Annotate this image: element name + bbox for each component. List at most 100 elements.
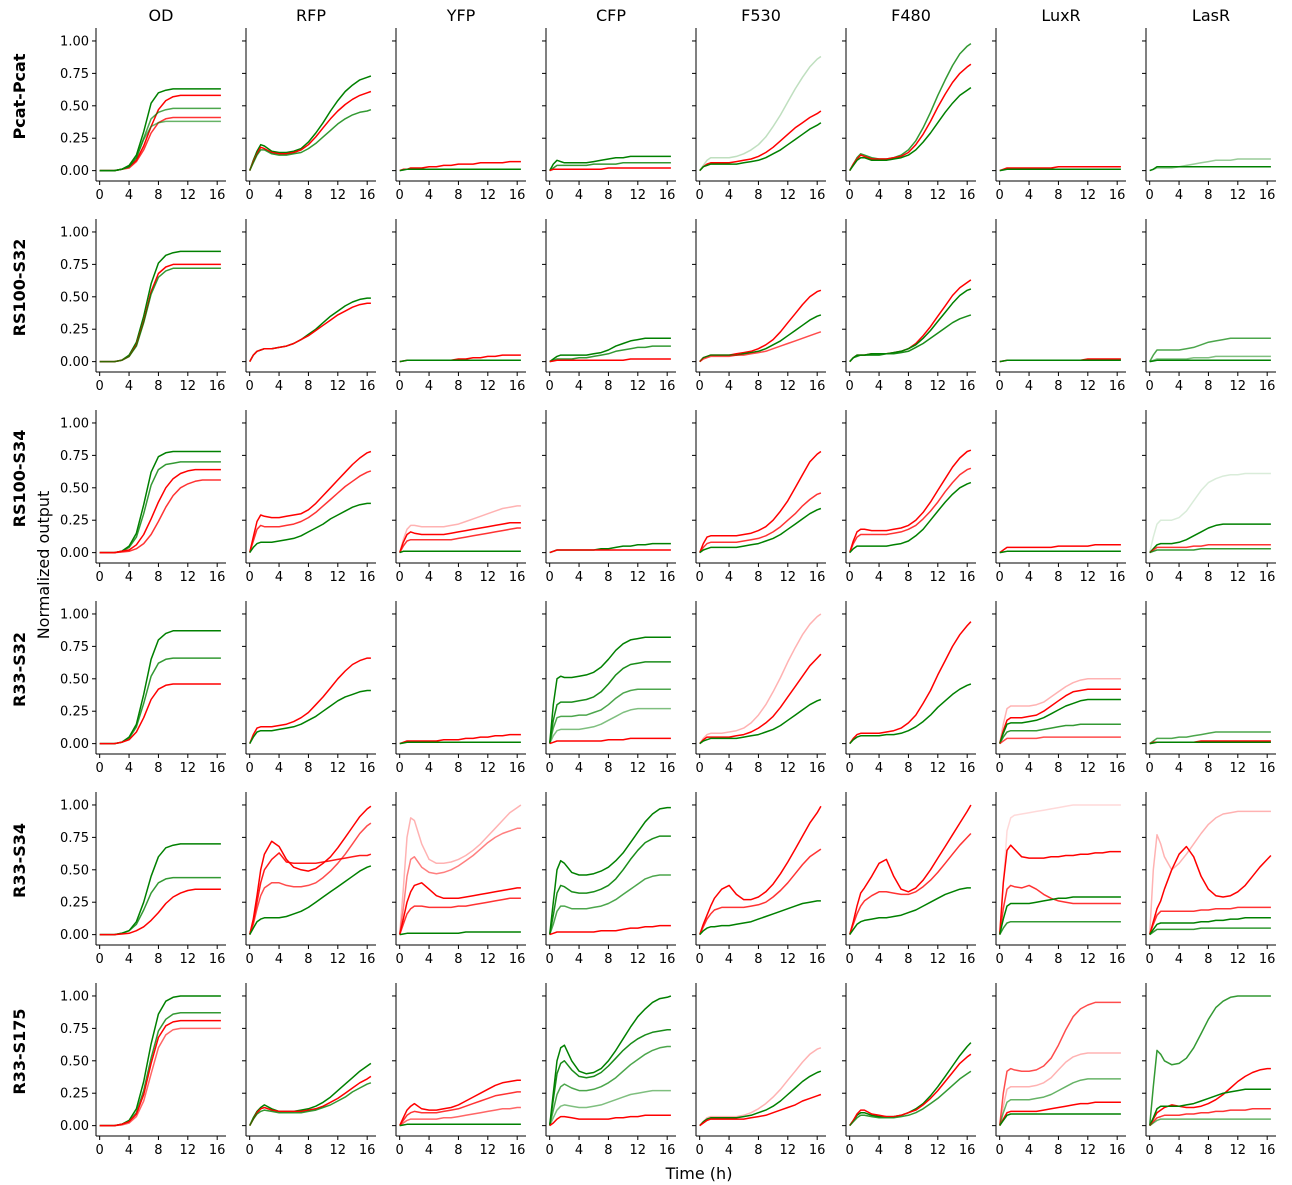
x-tick-label: 8 <box>454 570 462 585</box>
series-line-red-4 <box>999 736 1121 745</box>
x-tick-label: 0 <box>96 952 104 967</box>
panel-r33-s175-cfp: 0 4 8 12 16 <box>542 983 676 1158</box>
series-line-green-1 <box>849 683 972 745</box>
series-line-green-4 <box>399 931 521 936</box>
x-tick-label: 4 <box>875 761 883 776</box>
series-line-red-2 <box>398 882 521 935</box>
x-tick-label: 4 <box>425 570 433 585</box>
y-axis-title: Normalized output <box>34 491 53 640</box>
x-tick-label: 12 <box>480 570 497 585</box>
x-tick-label: 16 <box>509 952 526 967</box>
panel-r33-s32-yfp: 0 4 8 12 16 <box>392 601 526 776</box>
series-line-red-1 <box>398 522 521 553</box>
y-tick-label: 1.00 <box>60 607 89 622</box>
series-line-red-2 <box>1149 544 1271 554</box>
x-tick-label: 4 <box>125 1143 133 1158</box>
series-line-green-1 <box>99 461 221 554</box>
series-line-green-0 <box>1149 337 1271 362</box>
x-tick-label: 4 <box>575 761 583 776</box>
x-tick-label: 4 <box>1025 188 1033 203</box>
series-line-red-1 <box>849 1053 972 1127</box>
x-tick-label: 4 <box>1025 952 1033 967</box>
x-tick-label: 12 <box>630 188 647 203</box>
x-tick-label: 4 <box>1175 1143 1183 1158</box>
x-tick-label: 0 <box>696 379 704 394</box>
series-line-green-2 <box>849 481 972 554</box>
series-line-red-3 <box>999 1101 1121 1126</box>
series-line-red-1 <box>849 467 972 553</box>
series-line-red-0 <box>699 1047 822 1127</box>
x-tick-label: 4 <box>275 379 283 394</box>
panel-rs100-s32-luxr: 0 4 8 12 16 <box>992 219 1126 394</box>
row-title-r33-s34: R33-S34 <box>10 823 29 898</box>
x-tick-label: 0 <box>96 570 104 585</box>
series-line-green-0 <box>1149 731 1271 745</box>
series-line-green-1 <box>99 876 221 936</box>
x-tick-label: 8 <box>604 1143 612 1158</box>
x-tick-label: 8 <box>604 570 612 585</box>
series-line-red-0 <box>399 733 521 745</box>
x-tick-label: 8 <box>754 952 762 967</box>
x-tick-label: 0 <box>996 1143 1004 1158</box>
series-line-red-0 <box>249 657 371 744</box>
x-tick-label: 16 <box>959 379 976 394</box>
series-line-green-0 <box>1149 165 1271 172</box>
series-line-red-1 <box>699 848 822 935</box>
x-tick-label: 8 <box>1054 188 1062 203</box>
x-tick-label: 8 <box>1054 761 1062 776</box>
x-tick-label: 4 <box>125 379 133 394</box>
series-line-red-1 <box>248 470 372 553</box>
x-tick-label: 4 <box>1025 1143 1033 1158</box>
y-tick-label: 0.25 <box>60 323 89 338</box>
series-line-green-0 <box>548 995 672 1126</box>
x-tick-label: 0 <box>396 379 404 394</box>
column-title-cfp: CFP <box>596 6 626 25</box>
x-tick-label: 0 <box>396 952 404 967</box>
series-line-green-0 <box>548 636 671 744</box>
series-line-green-1 <box>548 1028 671 1126</box>
x-tick-label: 4 <box>1175 952 1183 967</box>
x-tick-label: 0 <box>1146 379 1154 394</box>
panel-rs100-s32-rfp: 0 4 8 12 16 <box>242 219 376 394</box>
x-tick-label: 0 <box>546 952 554 967</box>
panel-r33-s32-f480: 0 4 8 12 16 <box>842 601 976 776</box>
x-tick-label: 12 <box>180 570 197 585</box>
series-line-red-0 <box>849 621 972 745</box>
row-title-r33-s32: R33-S32 <box>10 632 29 707</box>
x-tick-label: 8 <box>1054 570 1062 585</box>
x-tick-label: 0 <box>846 952 854 967</box>
x-tick-label: 8 <box>604 188 612 203</box>
x-tick-label: 16 <box>659 952 676 967</box>
series-line-green-3 <box>1149 547 1271 554</box>
series-line-green-1 <box>1149 355 1271 363</box>
x-tick-label: 4 <box>725 761 733 776</box>
y-tick-label: 0.75 <box>60 831 89 846</box>
series-line-red-0 <box>999 165 1121 172</box>
panel-r33-s32-od: 0 4 8 12 16 0.00 0.25 0.50 0.75 1.00 <box>60 601 226 776</box>
x-tick-label: 0 <box>396 188 404 203</box>
series-line-green-0 <box>249 1062 372 1126</box>
x-tick-label: 16 <box>209 1143 226 1158</box>
x-tick-label: 0 <box>996 952 1004 967</box>
x-tick-label: 8 <box>154 952 162 967</box>
panel-r33-s32-f530: 0 4 8 12 16 <box>692 601 826 776</box>
series-line-red-2 <box>699 1093 822 1127</box>
x-tick-label: 4 <box>875 379 883 394</box>
series-line-red-1 <box>549 549 671 554</box>
y-tick-label: 0.00 <box>60 164 89 179</box>
series-line-green-0 <box>1148 472 1271 553</box>
x-tick-label: 8 <box>154 1143 162 1158</box>
panel-grid: 0 4 8 12 16 0.00 0.25 0.50 0.75 1.00 0 4 8 12 16 0 4 8 12 1… <box>60 28 1276 1158</box>
y-tick-label: 0.00 <box>60 355 89 370</box>
x-tick-label: 12 <box>930 188 947 203</box>
x-tick-label: 12 <box>930 761 947 776</box>
x-tick-label: 8 <box>904 952 912 967</box>
x-tick-label: 16 <box>959 188 976 203</box>
x-tick-label: 12 <box>780 188 797 203</box>
series-line-green-0 <box>849 42 972 171</box>
x-tick-label: 16 <box>959 761 976 776</box>
x-tick-label: 16 <box>959 1143 976 1158</box>
x-tick-label: 4 <box>575 188 583 203</box>
series-line-red-0 <box>399 1079 521 1126</box>
